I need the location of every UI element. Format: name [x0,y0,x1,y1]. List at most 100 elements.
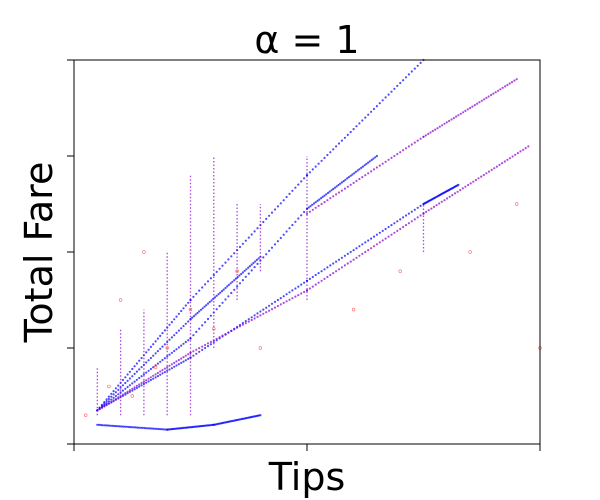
data-point [114,391,117,394]
data-point [303,210,306,214]
data-point [438,202,441,205]
data-point [448,195,451,198]
data-point [105,398,108,401]
data-point [524,147,527,150]
data-point [355,125,358,128]
data-point [180,309,183,313]
data-point [291,297,294,300]
data-point [495,165,498,168]
data-point [143,426,146,430]
data-point [305,212,309,215]
data-point [126,390,129,393]
data-point [297,183,300,186]
data-point [329,197,332,200]
data-point [159,360,162,363]
data-point [323,268,326,271]
data-point [453,192,457,195]
data-point [124,376,127,379]
data-point [173,334,176,337]
data-point [273,300,277,303]
data-point [128,390,131,393]
data-point [154,352,157,355]
data-point [147,380,150,383]
data-point [175,360,178,363]
data-point [231,280,234,283]
data-point [367,172,370,175]
data-point [396,153,399,156]
data-point [147,348,150,351]
data-point [416,206,419,209]
data-point [294,295,297,298]
data-point [452,117,455,120]
data-point [480,99,483,102]
data-point [503,160,506,163]
data-point [457,183,460,186]
data-point [250,233,253,236]
data-point [129,426,132,429]
data-point [343,187,346,190]
data-point [343,264,346,267]
data-point [361,252,364,255]
data-point [177,312,180,315]
data-point [372,157,375,160]
data-point [314,283,317,286]
data-point [464,109,467,112]
data-point [230,255,233,258]
data-point [429,131,432,134]
data-point [469,106,472,110]
data-point [340,266,343,269]
data-point [367,161,370,164]
data-point [323,156,326,159]
data-point [402,79,405,82]
data-point [187,339,190,342]
data-point [498,163,501,166]
data-point [320,270,323,273]
data-point [323,201,326,204]
data-point [311,275,314,279]
data-point [117,396,120,399]
data-point [248,265,251,268]
data-point [370,158,373,162]
data-point [103,401,106,404]
data-point [131,426,134,429]
data-point [410,70,413,73]
data-point [230,329,233,333]
data-point [300,214,303,217]
data-point [499,88,502,91]
data-point [446,197,449,200]
data-point [132,426,136,429]
data-point [349,250,352,254]
data-point [188,307,193,312]
data-point [300,283,303,286]
data-point [140,366,143,369]
data-point [351,173,354,176]
data-point [221,334,224,337]
data-point [307,206,310,209]
data-point [527,145,530,148]
data-point [367,113,370,116]
data-point [147,377,150,380]
data-point [320,279,323,282]
data-point [124,387,127,390]
data-point [270,308,274,311]
data-point [182,342,185,345]
data-point [234,277,237,280]
data-point [187,320,190,323]
data-point [148,427,151,430]
data-point [165,346,169,350]
x-axis-label: Tips [268,455,346,499]
data-point [375,154,378,158]
data-point [245,268,248,271]
data-point [326,199,329,202]
data-point [434,128,437,131]
data-point [285,230,288,233]
data-point [220,290,224,293]
data-point [141,426,144,429]
data-point [168,338,171,341]
data-point [164,428,167,431]
data-point [112,393,115,396]
data-point [115,425,118,428]
data-point [117,425,120,428]
data-point [205,304,208,307]
data-point [136,426,139,429]
